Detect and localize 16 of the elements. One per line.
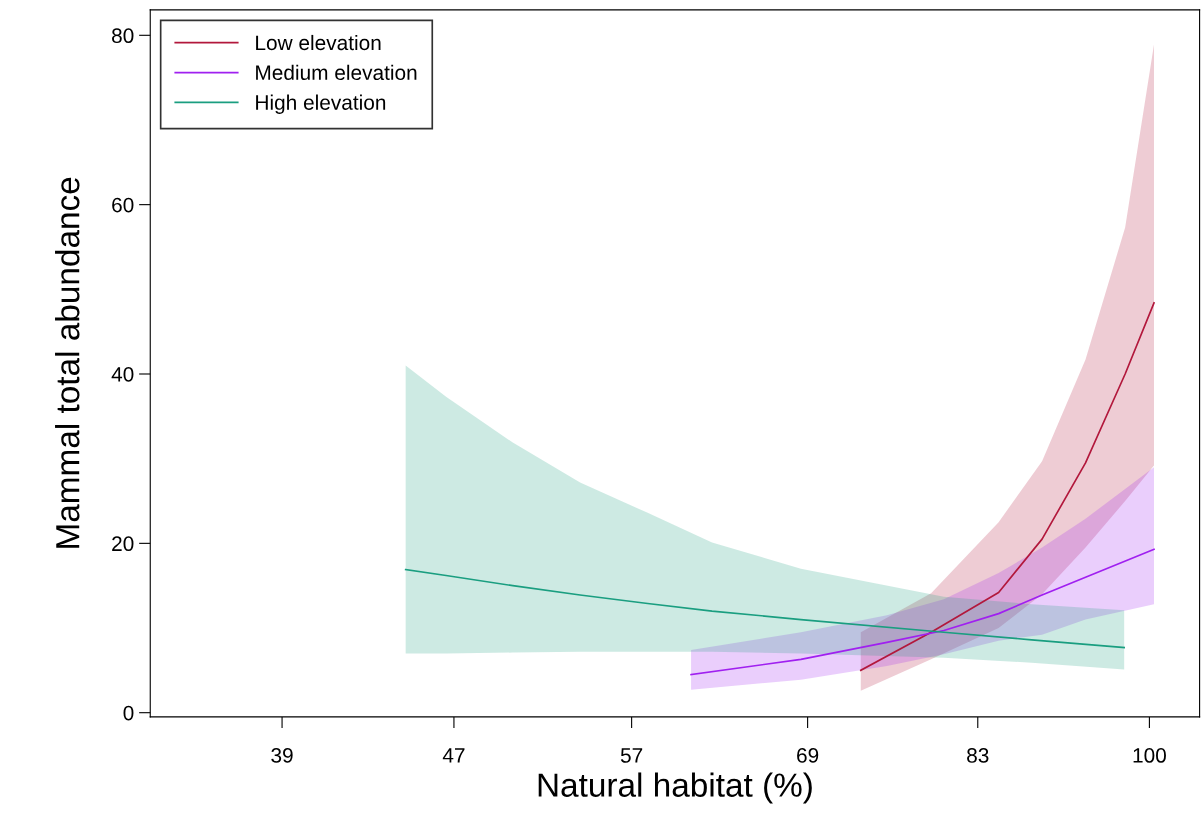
x-tick-label: 83 <box>967 748 989 763</box>
x-tick-label: 57 <box>620 748 643 763</box>
legend-label: Medium elevation <box>256 64 417 81</box>
legend-label: High elevation <box>256 94 386 114</box>
y-tick-label: 80 <box>112 28 134 44</box>
x-tick-label: 100 <box>1133 748 1166 763</box>
x-tick-label: 39 <box>271 748 293 763</box>
y-tick-label: 40 <box>111 367 134 382</box>
y-tick-label: 60 <box>112 197 134 213</box>
x-axis-title: Natural habitat (%) <box>538 772 812 804</box>
x-tick-label: 47 <box>442 748 465 763</box>
y-axis-title: Mammal total abundance <box>55 177 80 548</box>
y-tick-label: 0 <box>123 705 134 721</box>
x-tick-label: 69 <box>797 748 819 763</box>
y-tick-label: 20 <box>112 536 134 552</box>
legend-label: Low elevation <box>256 34 381 51</box>
